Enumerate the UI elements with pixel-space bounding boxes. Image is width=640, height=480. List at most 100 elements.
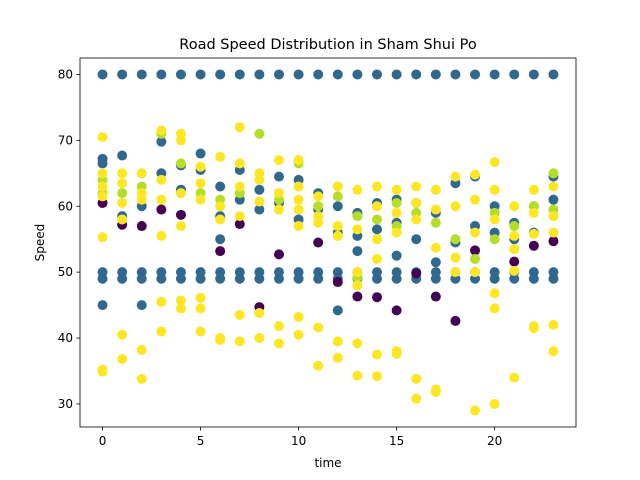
data-point (97, 168, 108, 179)
data-point (411, 234, 422, 245)
data-point (548, 227, 559, 238)
data-point (391, 250, 402, 261)
data-point (489, 234, 500, 245)
data-point (470, 227, 481, 238)
data-point (352, 184, 363, 195)
data-point (352, 211, 363, 222)
data-point (313, 322, 324, 333)
x-tick-label: 0 (99, 434, 107, 448)
data-point (117, 214, 128, 225)
data-point (391, 227, 402, 238)
data-point (352, 291, 363, 302)
data-point (195, 273, 206, 284)
data-point (175, 135, 186, 146)
data-point (254, 174, 265, 185)
data-point (430, 217, 441, 228)
data-point (117, 150, 128, 161)
data-point (254, 196, 265, 207)
plot-frame (79, 57, 577, 428)
data-point (156, 273, 167, 284)
data-point (450, 267, 461, 278)
data-point (372, 69, 383, 80)
data-point (391, 348, 402, 359)
data-point (372, 181, 383, 192)
data-point (411, 69, 422, 80)
data-point (195, 178, 206, 189)
data-point (489, 214, 500, 225)
data-point (430, 184, 441, 195)
data-point (372, 273, 383, 284)
data-point (391, 273, 402, 284)
data-point (97, 132, 108, 143)
data-point (234, 158, 245, 169)
data-point (528, 273, 539, 284)
data-point (411, 373, 422, 384)
data-point (411, 214, 422, 225)
data-point (548, 236, 559, 247)
data-point (509, 256, 520, 267)
y-tick-label: 30 (58, 397, 73, 411)
data-point (156, 174, 167, 185)
data-point (234, 219, 245, 230)
data-point (136, 168, 147, 179)
data-point (136, 69, 147, 80)
data-point (234, 181, 245, 192)
data-points (97, 69, 559, 416)
data-point (411, 393, 422, 404)
data-point (254, 333, 265, 344)
data-point (548, 181, 559, 192)
data-point (117, 178, 128, 189)
data-point (254, 69, 265, 80)
data-point (117, 354, 128, 365)
data-point (548, 273, 559, 284)
data-point (489, 398, 500, 409)
x-axis: 0 5 10 15 20 (99, 427, 502, 448)
y-tick-label: 80 (58, 67, 73, 81)
data-point (234, 336, 245, 347)
data-point (372, 253, 383, 264)
data-point (234, 273, 245, 284)
data-point (332, 352, 343, 363)
data-point (136, 344, 147, 355)
data-point (234, 309, 245, 320)
data-point (528, 240, 539, 251)
data-point (97, 366, 108, 377)
data-point (430, 273, 441, 284)
data-point (430, 291, 441, 302)
data-point (136, 194, 147, 205)
y-tick-label: 60 (58, 199, 73, 213)
data-point (411, 197, 422, 208)
data-point (548, 319, 559, 330)
data-point (195, 326, 206, 337)
data-point (215, 214, 226, 225)
data-point (293, 273, 304, 284)
chart-title: Road Speed Distribution in Sham Shui Po (179, 37, 477, 53)
data-point (489, 157, 500, 168)
y-axis: 30 40 50 60 70 80 (58, 67, 80, 411)
data-point (450, 315, 461, 326)
data-point (352, 338, 363, 349)
data-point (391, 184, 402, 195)
data-point (215, 69, 226, 80)
data-point (254, 273, 265, 284)
data-point (175, 209, 186, 220)
data-point (489, 273, 500, 284)
data-point (175, 295, 186, 306)
data-point (332, 230, 343, 241)
data-point (215, 201, 226, 212)
data-point (430, 387, 441, 398)
data-point (215, 246, 226, 257)
y-tick-label: 50 (58, 265, 73, 279)
data-point (97, 191, 108, 202)
data-point (313, 237, 324, 248)
data-point (293, 155, 304, 166)
data-point (117, 329, 128, 340)
data-point (450, 201, 461, 212)
data-point (411, 181, 422, 192)
data-point (372, 234, 383, 245)
data-point (352, 224, 363, 235)
data-point (215, 151, 226, 162)
y-tick-label: 40 (58, 331, 73, 345)
data-point (117, 188, 128, 199)
data-point (489, 303, 500, 314)
